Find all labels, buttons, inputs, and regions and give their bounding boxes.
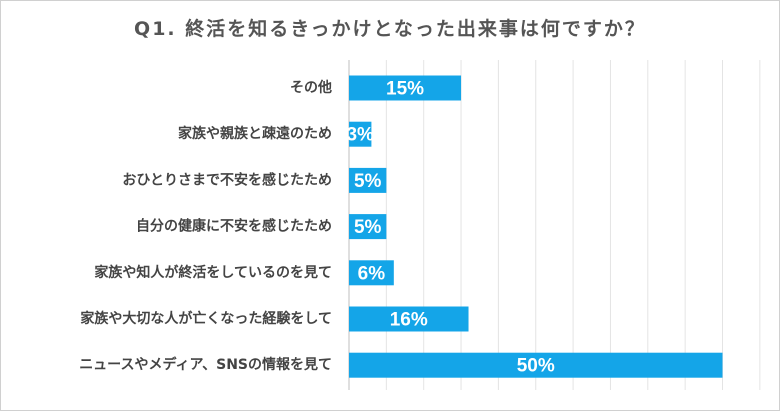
- data-label: 15%: [386, 79, 424, 100]
- bar: [349, 306, 469, 332]
- bar: [349, 352, 723, 378]
- data-label: 16%: [390, 310, 428, 331]
- bars: [349, 75, 723, 378]
- category-label: その他: [290, 79, 332, 96]
- category-labels: その他家族や親族と疎遠のためおひとりさまで不安を感じたため自分の健康に不安を感じ…: [79, 79, 332, 373]
- data-label: 3%: [346, 125, 374, 146]
- data-label: 5%: [354, 171, 382, 192]
- data-label: 5%: [354, 217, 382, 238]
- category-label: おひとりさまで不安を感じたため: [122, 171, 332, 188]
- bar: [349, 214, 387, 240]
- category-label: ニュースやメディア、SNSの情報を見て: [79, 356, 332, 373]
- category-label: 家族や大切な人が亡くなった経験をして: [80, 310, 332, 327]
- bar: [349, 167, 387, 193]
- category-label: 自分の健康に不安を感じたため: [136, 218, 332, 235]
- data-label: 50%: [517, 356, 555, 377]
- data-label: 6%: [358, 263, 386, 284]
- bar: [349, 121, 372, 147]
- bar: [349, 260, 394, 286]
- category-label: 家族や知人が終活をしているのを見て: [94, 264, 332, 281]
- category-label: 家族や親族と疎遠のため: [178, 125, 332, 142]
- chart-title: Q1. 終活を知るきっかけとなった出来事は何ですか？: [134, 18, 646, 40]
- gridlines: [385, 60, 761, 390]
- value-labels: 15% 3% 5% 5% 6% 16% 50%: [346, 79, 554, 377]
- bar: [349, 75, 462, 101]
